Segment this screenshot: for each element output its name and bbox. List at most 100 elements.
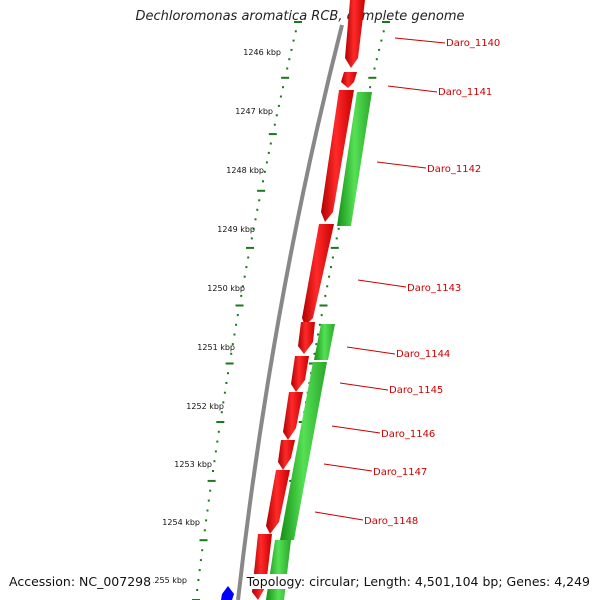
inner-tick [240,294,243,297]
map-title: Dechloromonas aromatica RCB, complete ge… [135,9,465,24]
inner-tick [246,246,254,249]
gene-leader-lines [314,37,446,521]
gene-label-1140[interactable]: Daro_1140 [446,38,500,49]
inner-tick [225,362,234,365]
gene-forward-1144[interactable] [298,322,315,354]
outer-tick [319,304,328,307]
outer-tick [382,21,390,23]
kbp-label-1248: 1248 kbp [226,166,264,175]
outer-tick [330,266,332,269]
gene-forward-1145[interactable] [291,356,309,392]
outer-tick [380,39,383,42]
inner-tick [243,275,246,278]
kbp-label-1250: 1250 kbp [207,284,245,293]
outer-tick [317,333,320,336]
gene-forward-1146[interactable] [283,392,303,440]
outer-tick [315,343,318,346]
genome-backbone [236,24,344,600]
outer-tick [373,67,376,70]
outer-tick [378,48,381,51]
inner-tick [216,440,219,443]
gene-forward-1147[interactable] [266,470,290,534]
inner-tick [203,529,206,532]
outer-tick [330,246,339,249]
gene-forward-1141[interactable] [321,90,354,222]
inner-tick [245,266,248,269]
inner-tick [209,489,212,492]
inner-tick [262,180,264,183]
outer-tick [369,86,372,89]
inner-tick [236,314,239,317]
inner-tick [201,549,204,552]
outer-tick [375,58,378,61]
inner-tick [227,372,229,375]
inner-tick [268,133,277,136]
gene-label-1146[interactable]: Daro_1146 [381,429,435,440]
inner-tick [217,430,220,433]
outer-tick [324,294,327,297]
inner-tick [230,352,233,355]
outer-tick [335,237,338,240]
inner-tick [294,30,297,33]
inner-tick [275,114,278,117]
leader-line-1143 [357,279,407,288]
inner-tick [292,39,295,42]
gene-labels: Daro_1140 Daro_1141 Daro_1142 Daro_1143 … [364,38,500,527]
inner-tick [207,499,210,502]
kbp-label-1254: 1254 kbp [162,518,200,527]
outer-tick [382,30,385,33]
kbp-label-1253: 1253 kbp [174,460,212,469]
kbp-label-1251: 1251 kbp [197,343,235,352]
inner-tick [281,76,290,79]
gene-label-1145[interactable]: Daro_1145 [389,385,443,396]
gene-forward-1140[interactable] [345,0,365,68]
gene-reverse-1142[interactable] [337,92,372,226]
inner-tick [256,208,259,211]
reverse-strand-genes [266,92,372,600]
inner-tick [277,104,280,107]
inner-tick [267,151,270,154]
inner-tick [216,421,225,423]
gene-reverse-1144[interactable] [314,324,335,360]
kbp-label-1247: 1247 kbp [235,107,273,116]
blue-feature-marker[interactable] [221,586,234,600]
inner-tick [257,189,266,192]
leader-line-1148 [314,511,364,521]
leader-line-1144 [346,346,396,355]
inner-tick [247,256,250,259]
outer-tick [313,352,316,355]
inner-tick [252,227,255,230]
gene-label-1147[interactable]: Daro_1147 [373,467,427,478]
inner-tick [223,391,226,394]
gene-label-1142[interactable]: Daro_1142 [427,164,481,175]
gene-label-1141[interactable]: Daro_1141 [438,87,492,98]
inner-tick [282,86,284,89]
kbp-label-1255: 1255 kbp [149,576,187,585]
gene-label-1143[interactable]: Daro_1143 [407,283,461,294]
inner-tick [286,67,289,70]
gene-label-1144[interactable]: Daro_1144 [396,349,450,360]
gene-reverse-1145[interactable] [280,362,327,540]
inner-tick [235,304,244,307]
inner-tick [199,559,202,562]
inner-tick [213,460,216,463]
inner-tick [196,589,199,591]
inner-tick [258,199,261,202]
gene-label-1148[interactable]: Daro_1148 [364,516,418,527]
inner-tick [205,519,208,522]
inner-tick [225,382,228,384]
kbp-label-1252: 1252 kbp [186,402,224,411]
gene-forward-1146b[interactable] [278,440,295,470]
inner-tick [222,401,225,404]
inner-tick [273,123,276,126]
gene-forward-1143[interactable] [302,224,334,326]
inner-tick [294,21,302,23]
inner-tick [269,142,272,145]
inner-tick [197,579,200,581]
inner-tick [231,343,234,346]
gene-forward-1140b[interactable] [341,72,357,88]
inner-tick [254,218,257,221]
outer-tick [368,76,377,79]
inner-tick [214,450,217,453]
